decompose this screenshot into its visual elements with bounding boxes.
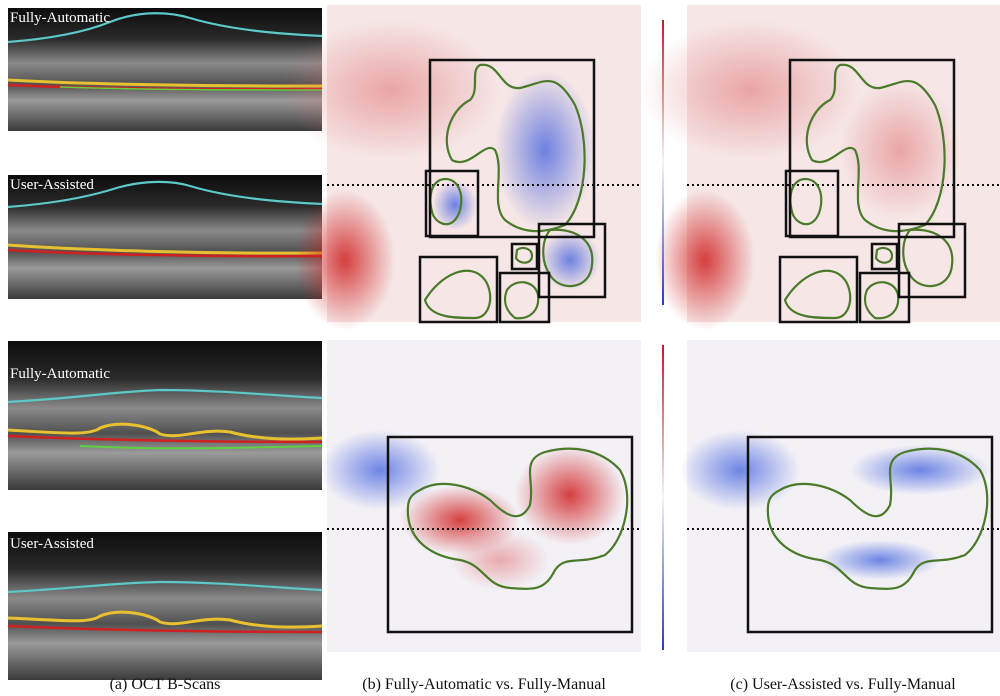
scan-label: User-Assisted — [10, 177, 94, 193]
oct-scan: Fully-Automatic — [8, 341, 322, 490]
map-region — [820, 540, 940, 580]
map-region — [280, 20, 500, 160]
map-region — [680, 430, 800, 510]
scan-label: Fully-Automatic — [10, 10, 110, 26]
oct-image — [8, 532, 322, 680]
map-region — [640, 20, 860, 160]
scan-label: Fully-Automatic — [10, 366, 110, 382]
oct-scan: Fully-Automatic — [8, 8, 322, 131]
figure: Fully-Automatic User-Assisted Fully-Auto… — [0, 0, 1000, 696]
map-region — [495, 70, 595, 230]
difference-map — [680, 340, 1000, 652]
map-region — [655, 190, 755, 330]
colorbar — [662, 20, 664, 305]
caption: (a) OCT B-Scans — [110, 676, 221, 693]
caption: (b) Fully-Automatic vs. Fully-Manual — [362, 676, 606, 693]
map-region — [295, 190, 395, 330]
oct-image — [8, 8, 322, 131]
oct-scan: User-Assisted — [8, 175, 322, 299]
page: {"figure": { "oct_labels": ["Fully-Autom… — [0, 0, 1000, 696]
caption: (c) User-Assisted vs. Fully-Manual — [730, 676, 956, 693]
colorbar — [662, 345, 664, 650]
difference-map — [320, 340, 641, 652]
oct-image — [8, 175, 322, 299]
oct-scan: User-Assisted — [8, 532, 322, 680]
oct-image — [8, 341, 322, 490]
difference-map — [640, 5, 1000, 330]
map-region — [850, 445, 990, 495]
map-region — [450, 530, 550, 590]
scan-label: User-Assisted — [10, 536, 94, 552]
difference-map — [280, 5, 641, 330]
